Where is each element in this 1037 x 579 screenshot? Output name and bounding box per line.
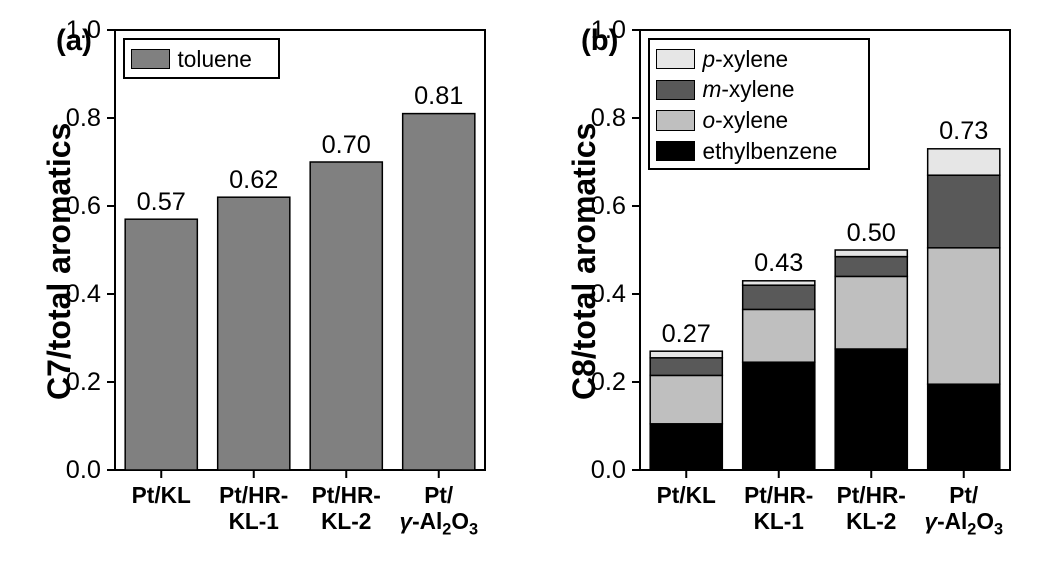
bar-value-label: 0.73 [920,117,1007,146]
bar-segment [743,309,815,362]
legend-row: ethylbenzene [656,136,862,167]
ytick-label: 1.0 [591,16,626,45]
bar-value-label: 0.50 [828,219,915,248]
bar-segment [835,349,907,470]
legend-swatch [656,110,695,130]
legend-row: m-xylene [656,75,862,106]
bar-segment [835,250,907,257]
bar-segment [835,276,907,349]
bar-segment [650,424,722,470]
y-axis-label-b: C8/total aromatics [566,122,603,399]
xtick-label: Pt/HR-KL-2 [825,482,918,534]
legend-swatch [656,80,695,100]
figure: (a)0.00.20.40.60.81.0C7/total aromaticsP… [0,0,1037,579]
legend-row: o-xylene [656,105,862,136]
legend-b: p-xylenem-xyleneo-xyleneethylbenzene [648,38,870,170]
bar-segment [928,248,1000,384]
xtick-label: Pt/γ-Al2O3 [918,482,1011,539]
xtick-label: Pt/KL [640,482,733,508]
bar-value-label: 0.43 [735,249,822,278]
bar-segment [835,257,907,277]
bar-segment [928,384,1000,470]
bar-segment [743,285,815,309]
bar-segment [650,358,722,376]
bar-segment [928,175,1000,248]
legend-swatch [656,49,695,69]
bar-segment [743,362,815,470]
xtick-label: Pt/HR-KL-1 [733,482,826,534]
bar-value-label: 0.27 [643,320,730,349]
bar-segment [743,281,815,285]
bar-segment [650,375,722,423]
ytick-label: 0.0 [591,456,626,485]
legend-row: p-xylene [656,44,862,75]
bar-segment [650,351,722,358]
bar-segment [928,149,1000,175]
legend-swatch [656,141,695,161]
